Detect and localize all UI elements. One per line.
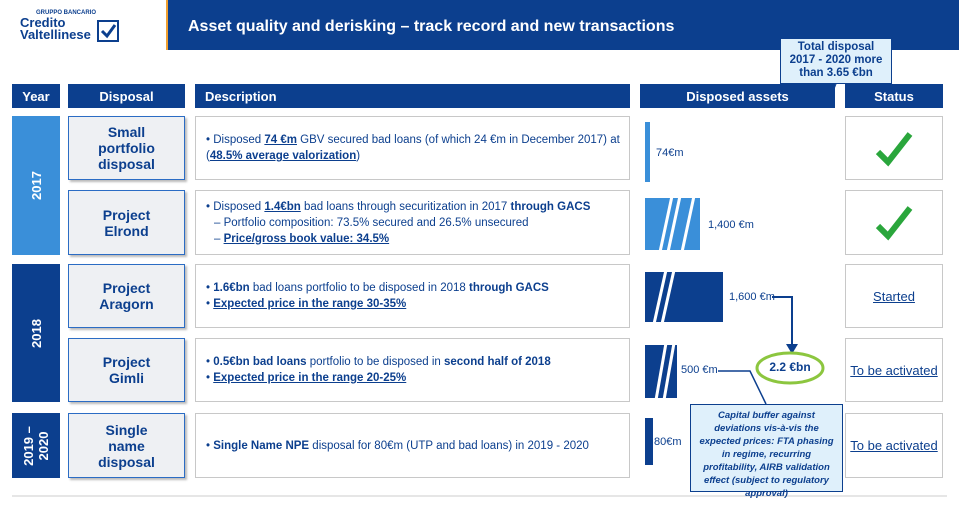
disposal: Project Gimli — [68, 338, 185, 402]
logo-group: GRUPPO BANCARIO — [36, 10, 97, 16]
status — [845, 190, 943, 255]
column-header: Disposal — [68, 84, 185, 108]
note: Capital buffer against deviations vis-à-… — [690, 404, 843, 499]
year-cell: 2019 – 2020 — [12, 413, 60, 478]
column-header: Disposed assets — [640, 84, 835, 108]
year-cell: 2017 — [12, 116, 60, 255]
description: Single Name NPE disposal for 80€m (UTP a… — [195, 413, 630, 478]
title: Asset quality and derisking – track reco… — [188, 18, 675, 35]
status — [845, 116, 943, 180]
callout: Total disposal 2017 - 2020 more than 3.6… — [780, 38, 892, 84]
asset-label: 1,400 €m — [708, 219, 754, 231]
logo: GRUPPO BANCARIO Credito Valtellinese — [0, 0, 168, 50]
status[interactable]: To be activated — [845, 413, 943, 478]
column-header: Year — [12, 84, 60, 108]
asset-label: 1,600 €m — [729, 291, 775, 303]
description: Disposed 74 €m GBV secured bad loans (of… — [195, 116, 630, 180]
asset-label: 80€m — [654, 436, 682, 448]
status[interactable]: Started — [845, 264, 943, 328]
status[interactable]: To be activated — [845, 338, 943, 402]
disposal: Small portfolio disposal — [68, 116, 185, 180]
disposal: Single name disposal — [68, 413, 185, 478]
column-header: Status — [845, 84, 943, 108]
disposal: Project Aragorn — [68, 264, 185, 328]
total: 2.2 €bn — [769, 360, 811, 374]
year-cell: 2018 — [12, 264, 60, 402]
asset-label: 74€m — [656, 147, 684, 159]
column-header: Description — [195, 84, 630, 108]
description: 1.6€bn bad loans portfolio to be dispose… — [195, 264, 630, 328]
asset-label: 500 €m — [681, 364, 718, 376]
logo-text: Credito Valtellinese — [20, 15, 91, 42]
description: Disposed 1.4€bn bad loans through securi… — [195, 190, 630, 255]
description: 0.5€bn bad loans portfolio to be dispose… — [195, 338, 630, 402]
disposal: Project Elrond — [68, 190, 185, 255]
logo-icon — [97, 20, 119, 42]
